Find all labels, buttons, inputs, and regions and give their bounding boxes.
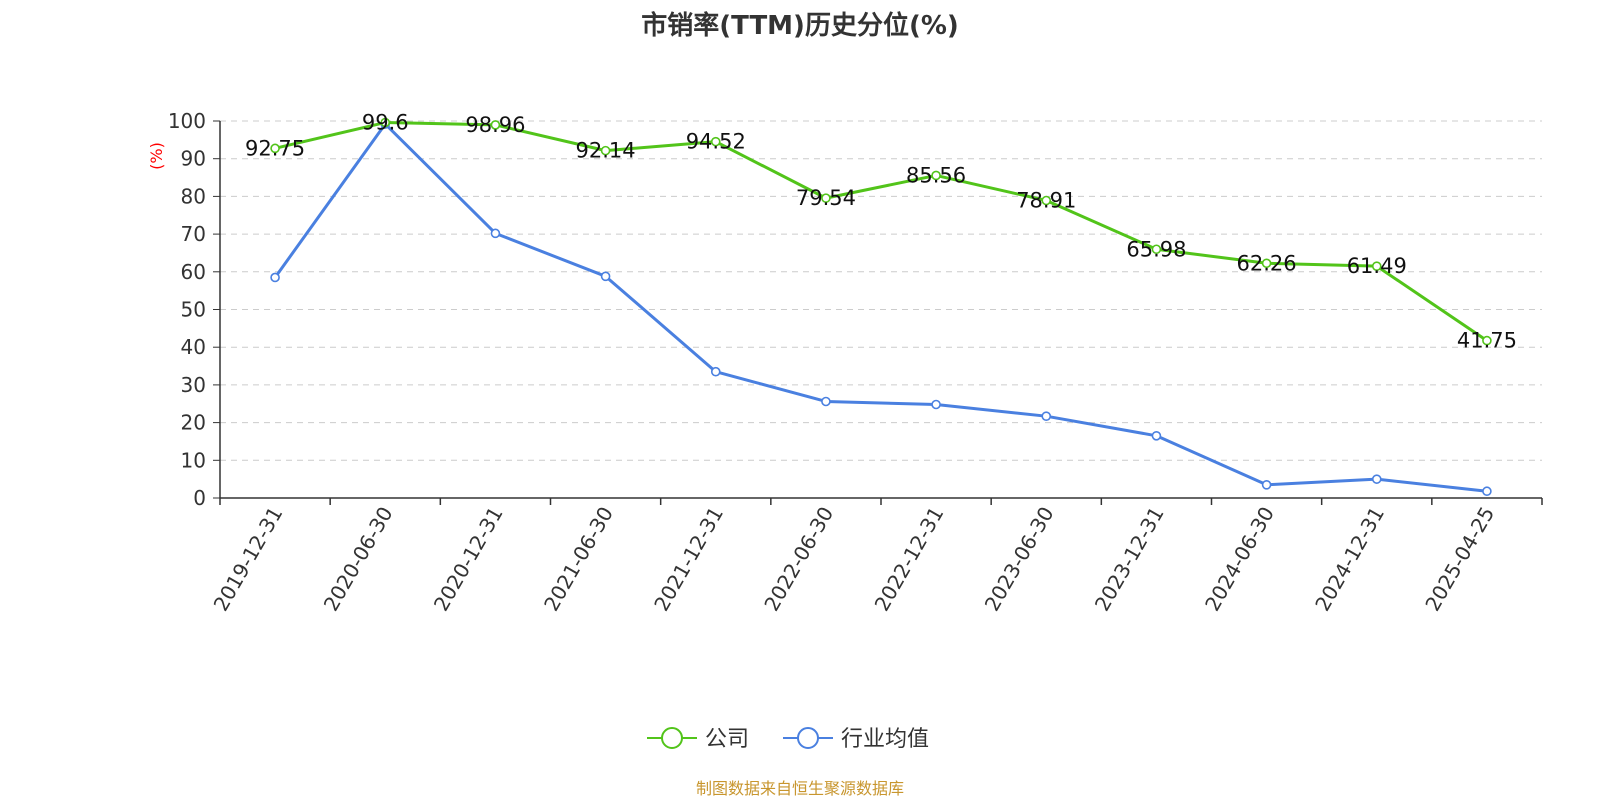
legend: 公司 行业均值 (647, 727, 929, 752)
data-label: 78.91 (1016, 189, 1076, 213)
data-point (821, 396, 831, 407)
x-tick-label: 2022-06-30 (759, 503, 838, 616)
data-point (821, 193, 831, 203)
legend-label: 行业均值 (841, 727, 929, 752)
y-tick-label: 80 (181, 184, 206, 208)
data-point (270, 143, 280, 154)
data-point (270, 272, 280, 283)
data-point (1261, 258, 1272, 269)
y-tick-label: 0 (193, 486, 206, 510)
data-label: 65.98 (1126, 237, 1186, 261)
data-labels: 92.75 99.6 98.96 92.14 94.52 79.54 85.56 78.91 6… (245, 111, 1517, 353)
legend-item[interactable]: 行业均值 (783, 727, 929, 752)
x-tick-label: 2021-06-30 (539, 503, 618, 616)
data-point (600, 145, 611, 156)
data-point (1371, 261, 1382, 271)
data-point (710, 366, 721, 377)
data-point (931, 399, 941, 410)
data-point (1371, 474, 1382, 484)
data-label: 62.26 (1237, 251, 1297, 275)
data-label: 61.49 (1347, 254, 1407, 278)
data-point (380, 117, 391, 128)
x-tick-label: 2023-12-31 (1090, 503, 1169, 616)
x-tick-label: 2020-06-30 (319, 503, 398, 616)
data-point (490, 120, 501, 130)
series-line (273, 122, 1488, 493)
x-tick-label: 2022-12-31 (870, 502, 949, 615)
data-point (600, 271, 611, 282)
axes: 0 10 20 30 40 50 60 70 80 90 100 2019-12-31 2020-06-… (168, 109, 1543, 616)
data-label: 41.75 (1457, 329, 1517, 353)
y-tick-label: 90 (181, 147, 206, 171)
x-tick-label: 2023-06-30 (980, 503, 1059, 616)
data-point (1151, 244, 1162, 255)
data-point (710, 136, 721, 147)
y-tick-label: 10 (181, 448, 206, 472)
data-label: 92.14 (576, 139, 636, 163)
legend-circle-icon (661, 727, 683, 749)
y-tick-label: 30 (181, 373, 206, 397)
data-label: 99.6 (362, 111, 409, 135)
data-point (490, 228, 501, 239)
x-tick-label: 2019-12-31 (209, 503, 288, 616)
data-point (1151, 430, 1162, 441)
grid-lines (220, 120, 1542, 461)
x-tick-label: 2021-12-31 (649, 503, 728, 616)
legend-label: 公司 (705, 727, 749, 752)
y-tick-label: 50 (181, 298, 206, 322)
data-label: 94.52 (686, 130, 746, 154)
source-note: 制图数据来自恒生聚源数据库 (696, 779, 904, 798)
data-label: 85.56 (906, 163, 966, 187)
data-point (1041, 195, 1052, 206)
y-tick-label: 70 (181, 222, 206, 246)
x-tick-label: 2025-04-25 (1420, 503, 1499, 616)
x-tick-label: 2020-12-31 (429, 502, 508, 615)
y-tick-label: 20 (181, 411, 206, 435)
y-axis-label: (%) (147, 142, 166, 170)
series-layer (270, 117, 1492, 497)
data-point (1482, 335, 1492, 346)
y-tick-label: 40 (181, 335, 206, 359)
data-point (931, 170, 941, 181)
legend-item[interactable]: 公司 (647, 727, 749, 752)
y-tick-label: 100 (168, 109, 206, 133)
data-label: 79.54 (796, 186, 856, 210)
data-point (1041, 411, 1052, 421)
legend-circle-icon (797, 727, 819, 749)
x-tick-label: 2024-12-31 (1310, 503, 1389, 616)
x-tick-label: 2024-06-30 (1200, 503, 1279, 616)
y-tick-label: 60 (181, 260, 206, 284)
chart-title: 市销率(TTM)历史分位(%) (641, 10, 959, 41)
data-point (1261, 480, 1272, 490)
data-label: 92.75 (245, 136, 305, 160)
data-label: 98.96 (465, 113, 525, 137)
data-point (1482, 486, 1492, 497)
series-line (274, 121, 1488, 342)
